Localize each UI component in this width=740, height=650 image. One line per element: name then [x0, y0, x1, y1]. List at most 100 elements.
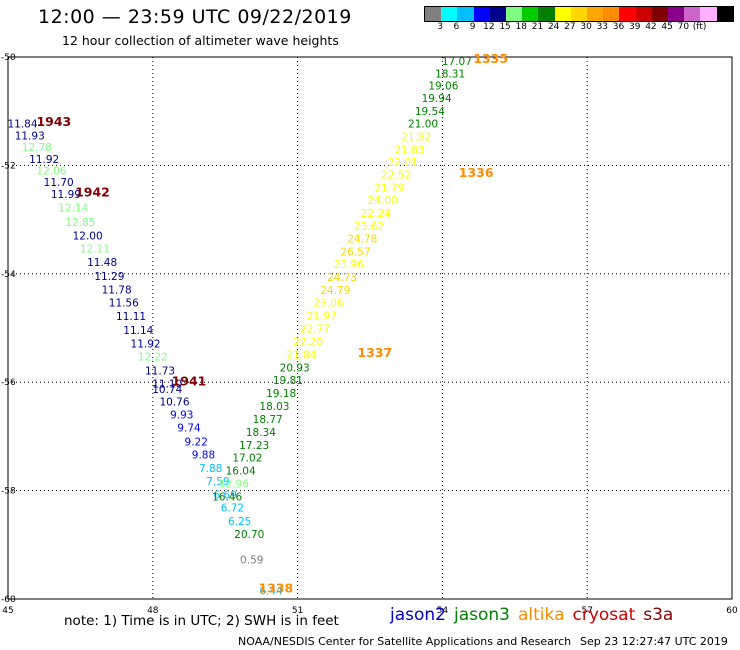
wave-height-label: 22.01 [388, 157, 418, 169]
color-scale-tick: 9 [469, 22, 476, 32]
y-tick-label: -52 [1, 161, 16, 171]
wave-height-label: 18.77 [253, 414, 283, 426]
pass-number-label: 1337 [357, 345, 392, 360]
wave-height-label: 9.93 [170, 410, 193, 422]
wave-height-label: 12.11 [80, 243, 110, 255]
pass-number-label: 1335 [473, 51, 508, 66]
color-scale-tick: 39 [629, 22, 641, 32]
wave-height-label: 19.18 [266, 388, 296, 400]
wave-height-label: 10.74 [152, 384, 182, 396]
color-scale-tick: 3 [437, 22, 444, 32]
wave-height-label: 23.62 [354, 221, 384, 233]
x-tick-label: 60 [726, 606, 738, 616]
wave-height-label: 20.70 [234, 529, 264, 541]
pass-number-label: 1943 [36, 114, 71, 129]
color-swatch [651, 7, 669, 21]
footer-note: note: 1) Time is in UTC; 2) SWH is in fe… [64, 613, 339, 629]
plot-frame [7, 56, 733, 600]
wave-height-label: 0.59 [240, 554, 263, 566]
color-swatch [700, 7, 717, 21]
wave-height-label: 9.88 [192, 449, 215, 461]
wave-height-label: 21.83 [395, 145, 425, 157]
wave-height-label: 7.59 [206, 476, 229, 488]
color-swatch [441, 7, 458, 21]
wave-height-label: 17.02 [232, 453, 262, 465]
wave-height-label: 7.88 [199, 463, 222, 475]
color-swatch [716, 7, 733, 21]
wave-height-label: 11.14 [123, 325, 153, 337]
wave-height-label: 24.78 [347, 234, 377, 246]
wave-height-label: 17.23 [239, 440, 269, 452]
wave-height-label: 6.72 [221, 502, 244, 514]
y-tick-label: -58 [1, 487, 16, 497]
x-tick-label: 51 [292, 606, 303, 616]
wave-height-label: 16.04 [226, 466, 256, 478]
wave-height-label: 9.22 [185, 436, 208, 448]
chart-title: 12:00 — 23:59 UTC 09/22/2019 [38, 6, 352, 28]
wave-height-label: 22.52 [381, 170, 411, 182]
wave-height-label: 11.56 [109, 298, 139, 310]
x-tick-label: 54 [437, 606, 449, 616]
color-swatch [425, 7, 442, 21]
wave-height-label: 11.10 [152, 378, 182, 390]
wave-height-label: 20.93 [280, 363, 310, 375]
color-scale-tick: 21 [531, 22, 544, 32]
color-swatch [457, 7, 474, 21]
color-scale-tick: 24 [547, 22, 560, 32]
wave-height-label: 21.00 [408, 119, 438, 131]
wave-height-label: 11.70 [44, 177, 74, 189]
color-swatch [538, 7, 555, 21]
wave-height-label: 21.84 [286, 350, 316, 362]
y-tick-label: -60 [1, 595, 16, 605]
x-tick-label: 45 [2, 606, 13, 616]
wave-height-label: 18.31 [435, 68, 465, 80]
color-swatch [684, 7, 701, 21]
color-swatch [473, 7, 490, 21]
wave-height-label: 22.24 [361, 208, 391, 220]
color-swatch [489, 7, 507, 21]
wave-height-label: 12.06 [36, 165, 66, 177]
wave-height-label: 10.76 [159, 397, 189, 409]
color-scale-tick: 18 [515, 22, 527, 32]
color-scale-bar [424, 6, 734, 22]
x-tick-label: 57 [581, 606, 592, 616]
pass-number-label: 1336 [459, 165, 494, 180]
satellite-legend: jason2 jason3 altika cryosat s3a [390, 605, 681, 625]
wave-height-label: 19.81 [273, 375, 303, 387]
wave-height-label: 11.78 [102, 285, 132, 297]
wave-height-label: 21.79 [374, 183, 404, 195]
satellite-legend-cryosat: cryosat [572, 605, 636, 625]
wave-height-label: 6.44 [259, 585, 283, 597]
wave-height-label: 11.11 [116, 311, 146, 323]
color-swatch [522, 7, 539, 21]
wave-height-label: 11.99 [51, 189, 81, 201]
color-scale-tick: 27 [564, 22, 576, 32]
wave-height-label: 24.73 [327, 272, 357, 284]
wave-height-label: 23.06 [313, 298, 343, 310]
wave-height-label: 24.79 [320, 285, 350, 297]
color-scale-ticks: 3 6 9 12 15 18 21 24 27 30 33 36 39 42 45 70 (ft) [424, 22, 740, 34]
wave-height-label: 21.82 [401, 132, 431, 144]
color-scale-tick: 70 [677, 22, 690, 32]
wave-height-label: 12.00 [73, 230, 103, 242]
color-scale-tick: 30 [580, 22, 592, 32]
wave-height-label: 17.07 [442, 56, 472, 68]
color-scale-tick: 6 [453, 22, 460, 32]
wave-height-label: 11.92 [29, 154, 59, 166]
wave-height-label: 12.14 [58, 203, 88, 215]
wave-height-label: 22.77 [300, 324, 330, 336]
wave-height-label: 11.73 [145, 365, 175, 377]
wave-height-label: 26.57 [340, 247, 370, 259]
color-scale-tick: 15 [499, 22, 511, 32]
satellite-legend-jason2: jason2 [390, 605, 446, 625]
pass-number-label: 1338 [258, 581, 293, 596]
wave-height-label: 11.92 [131, 339, 161, 351]
wave-height-label: 11.29 [94, 271, 124, 283]
satellite-legend-altika: altika [518, 605, 565, 625]
wave-height-label: 23.96 [334, 259, 364, 271]
pass-number-label: 1942 [75, 184, 110, 199]
wave-height-label: 6.69 [214, 489, 237, 501]
generation-timestamp: Sep 23 12:27:47 UTC 2019 [580, 635, 728, 648]
color-swatch [570, 7, 588, 21]
chart-subtitle: 12 hour collection of altimeter wave hei… [62, 33, 339, 48]
